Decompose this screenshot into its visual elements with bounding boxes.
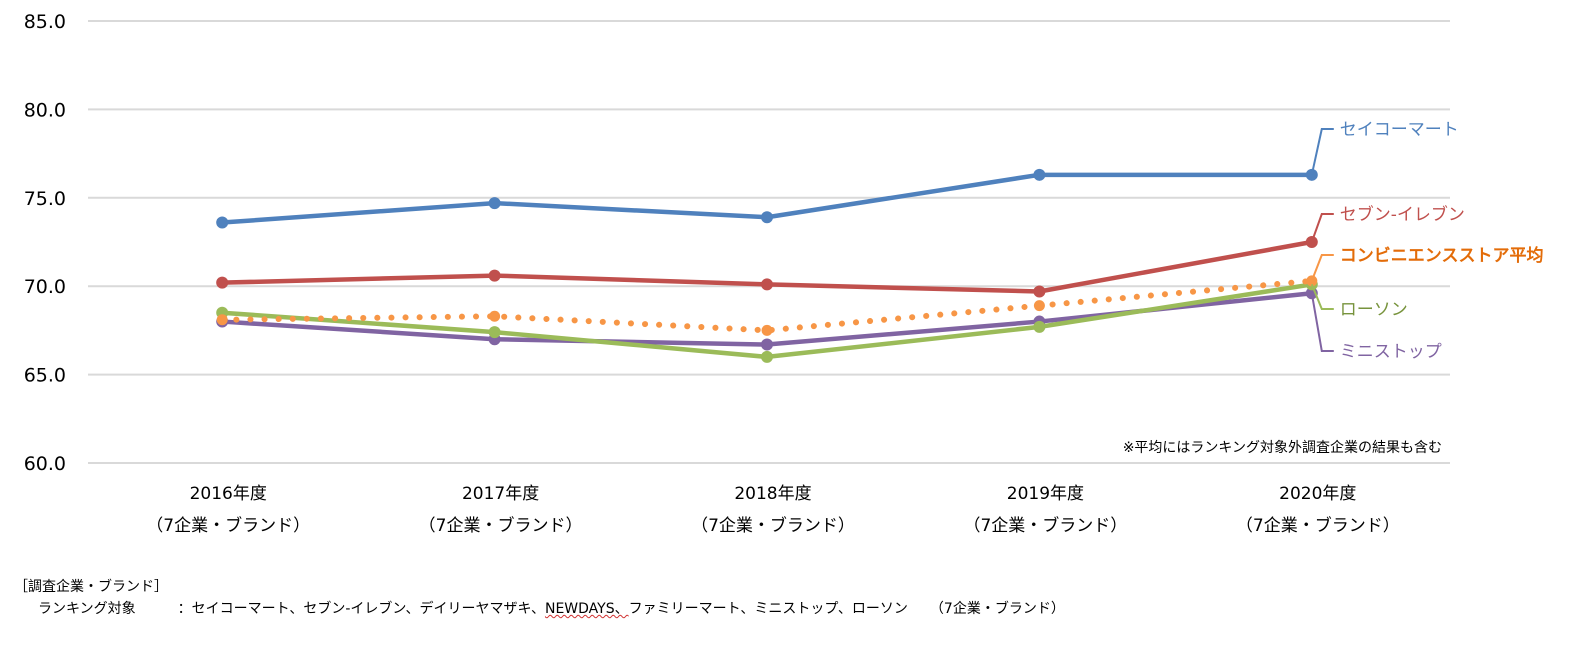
series-label-3: ローソン	[1310, 284, 1408, 320]
leader-line	[1310, 284, 1334, 310]
footer-list-rest: ファミリーマート、ミニストップ、ローソン	[628, 601, 908, 617]
data-point	[761, 211, 773, 224]
data-point	[1033, 320, 1046, 333]
x-tick-sublabel: （7企業・ブランド）	[419, 515, 583, 536]
data-point	[761, 324, 773, 336]
data-point	[1033, 168, 1046, 181]
leader-line	[1310, 213, 1334, 243]
series-label-1: セブン-イレブン	[1310, 204, 1465, 243]
x-tick-sublabel: （7企業・ブランド）	[691, 515, 855, 536]
x-tick-label: 2018年度	[734, 484, 811, 504]
data-point	[488, 269, 501, 282]
series-label-2: コンビニエンスストア平均	[1310, 245, 1544, 282]
footer-list: セイコーマート、セブン-イレブン、デイリーヤマザキ、	[191, 601, 545, 617]
y-axis-ticks: 60.0 65.0 70.0 75.0 80.0 85.0	[24, 11, 66, 475]
series-label-text: セイコーマート	[1340, 120, 1459, 140]
footer-count: （7企業・ブランド）	[929, 601, 1065, 617]
x-tick-label: 2020年度	[1279, 484, 1356, 504]
data-point	[216, 216, 229, 229]
x-tick-sublabel: （7企業・ブランド）	[963, 515, 1127, 536]
x-axis-ticks: 2016年度 （7企業・ブランド） 2017年度 （7企業・ブランド） 2018年度 （7…	[146, 484, 1399, 536]
series-label-0: セイコーマート	[1310, 120, 1459, 176]
data-point	[761, 350, 773, 363]
series-label-text: ミニストップ	[1340, 342, 1442, 362]
x-tick-label: 2017年度	[462, 484, 539, 504]
footer-title: ［調査企業・ブランド］	[14, 579, 168, 595]
x-tick-label: 2016年度	[190, 484, 267, 504]
data-point	[488, 326, 501, 339]
series-label-text: セブン-イレブン	[1340, 204, 1465, 225]
series-lines	[216, 168, 1318, 363]
series-1	[216, 236, 1318, 298]
footer-separator: ：	[177, 601, 192, 617]
x-tick-sublabel: （7企業・ブランド）	[146, 515, 310, 536]
data-point	[761, 278, 773, 291]
data-point	[489, 310, 501, 322]
x-tick-sublabel: （7企業・ブランド）	[1236, 515, 1400, 536]
y-tick-label: 75.0	[24, 188, 66, 210]
leader-line	[1310, 128, 1334, 176]
data-point	[216, 314, 228, 326]
series-label-4: ミニストップ	[1310, 293, 1442, 362]
y-tick-label: 65.0	[24, 365, 66, 387]
data-point	[761, 338, 773, 351]
footer-list-newdays: NEWDAYS、	[544, 601, 629, 617]
gridlines	[88, 20, 1450, 464]
data-point	[216, 276, 229, 289]
series-2	[216, 275, 1318, 336]
line-chart: 60.0 65.0 70.0 75.0 80.0 85.0 2016年度 （7企業・ブランド…	[24, 11, 1544, 536]
data-point	[1033, 300, 1045, 312]
series-label-text: コンビニエンスストア平均	[1340, 245, 1544, 266]
y-tick-label: 70.0	[24, 276, 66, 298]
footer-ranking-line: ランキング対象 ：セイコーマート、セブン-イレブン、デイリーヤマザキ、NEWDAY…	[38, 598, 1065, 618]
y-tick-label: 85.0	[24, 11, 66, 33]
series-line	[219, 291, 1315, 347]
series-line	[219, 277, 1315, 334]
footer-label: ランキング対象	[38, 601, 136, 617]
chart-annotation: ※平均にはランキング対象外調査企業の結果も含む	[1123, 439, 1442, 456]
y-tick-label: 60.0	[24, 453, 66, 475]
series-label-text: ローソン	[1340, 300, 1408, 320]
x-tick-label: 2019年度	[1007, 484, 1084, 504]
y-tick-label: 80.0	[24, 99, 66, 121]
data-point	[1033, 285, 1046, 298]
leader-line	[1310, 254, 1334, 282]
data-point	[488, 197, 501, 210]
leader-line	[1310, 293, 1334, 352]
